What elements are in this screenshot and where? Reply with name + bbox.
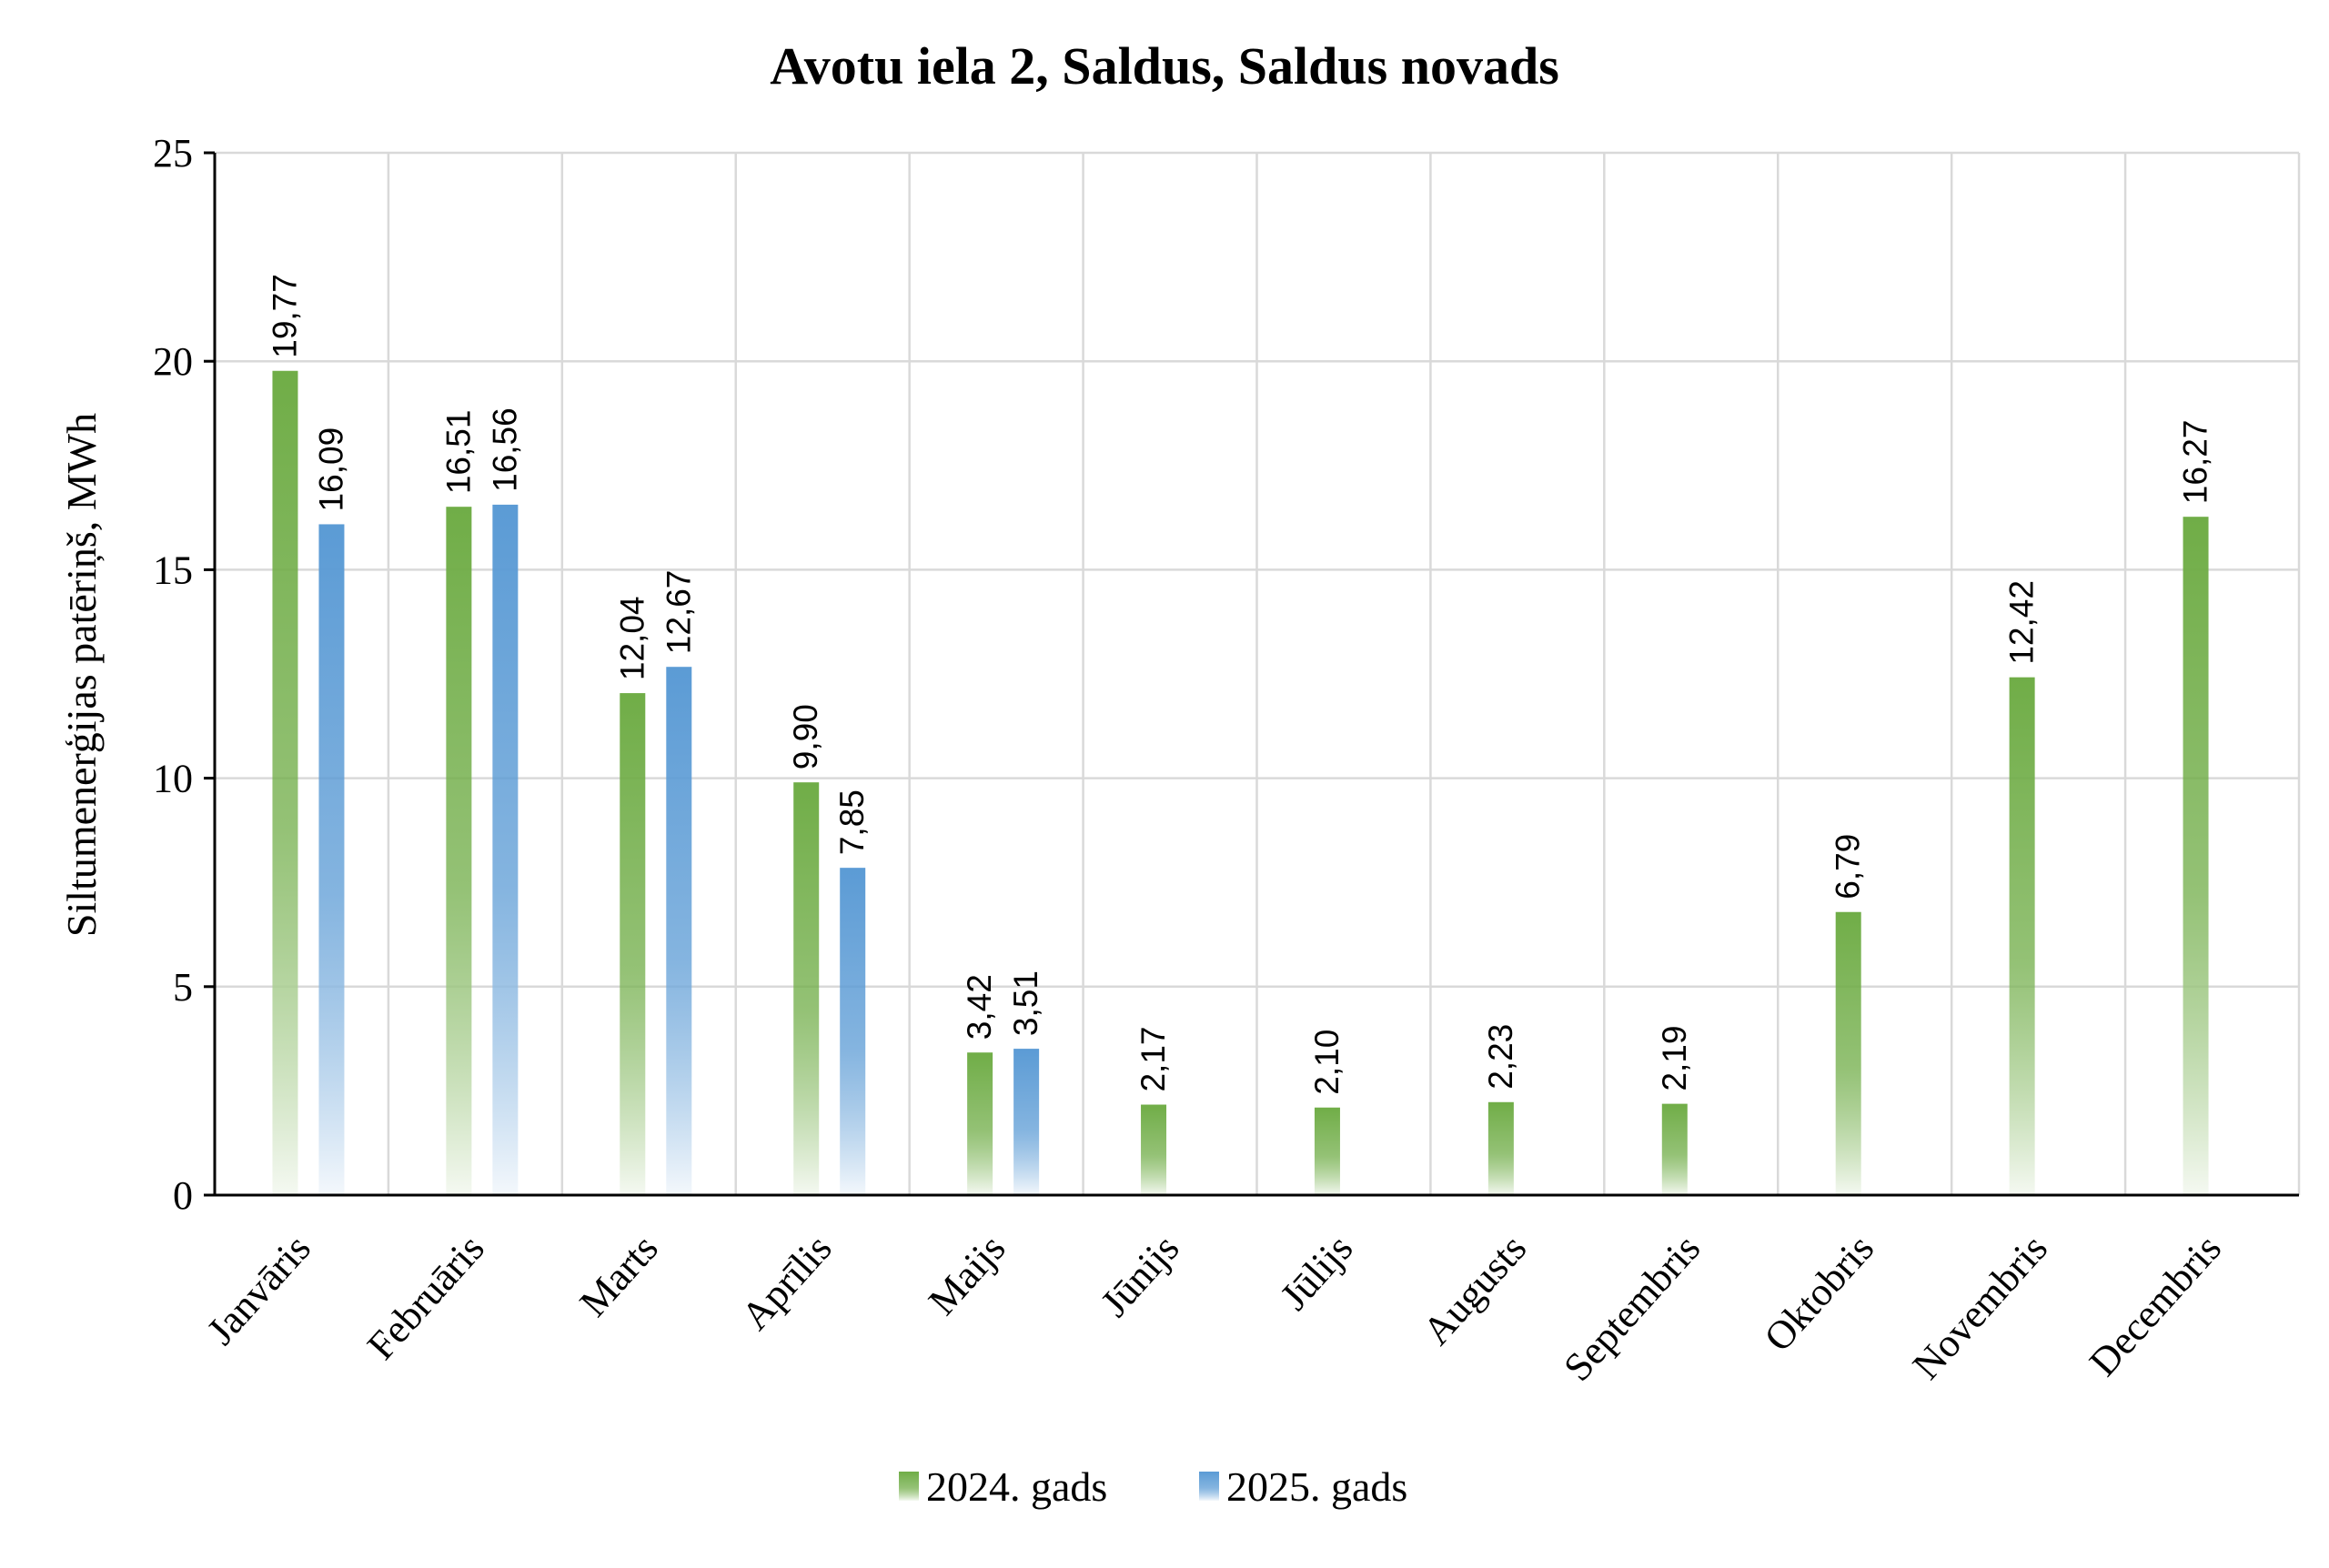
data-label-series0-5: 2,17: [1134, 1027, 1172, 1092]
y-tick-label-1: 5: [173, 965, 193, 1010]
data-labels-layer: 19,77 16,51 12,04 9,90 3,42 2,17 2,10 2,23 2,19 6…: [266, 274, 2213, 1095]
y-tick-label-3: 15: [153, 548, 193, 592]
y-tick-label-4: 20: [153, 339, 193, 384]
axes-layer: 0 5 10 15 20 25 Janvāris Februāris Marts Aprīlis M…: [153, 131, 2299, 1390]
bar-series0-9[interactable]: [1835, 911, 1861, 1195]
x-tick-label-7: Augusts: [1414, 1226, 1535, 1353]
y-tick-label-2: 10: [153, 757, 193, 801]
data-label-series0-4: 3,42: [961, 974, 998, 1040]
x-tick-label-6: Jūlijs: [1272, 1226, 1362, 1319]
legend-label-0: 2024. gads: [926, 1463, 1107, 1510]
y-axis-label: Siltumenerģijas patēriņš, MWh: [58, 413, 105, 937]
bar-series0-1[interactable]: [446, 507, 472, 1195]
data-label-series0-3: 9,90: [787, 704, 824, 769]
x-tick-label-8: Septembris: [1555, 1226, 1709, 1390]
data-label-series0-11: 16,27: [2177, 420, 2214, 505]
x-tick-label-5: Jūnijs: [1092, 1226, 1187, 1325]
bars-layer: [272, 370, 2209, 1196]
legend-swatch-0: [899, 1472, 919, 1501]
x-tick-label-1: Februāris: [358, 1226, 493, 1368]
data-label-series0-2: 12,04: [613, 596, 650, 680]
bar-series0-2[interactable]: [620, 693, 646, 1195]
bar-series0-10[interactable]: [2009, 677, 2035, 1195]
x-tick-label-0: Janvāris: [198, 1226, 319, 1353]
x-tick-label-11: Decembris: [2081, 1226, 2230, 1384]
x-tick-label-3: Aprīlis: [732, 1226, 840, 1339]
data-label-series0-7: 2,23: [1482, 1024, 1519, 1090]
bar-series1-3[interactable]: [840, 868, 866, 1195]
data-label-series0-9: 6,79: [1830, 834, 1867, 900]
data-label-series0-0: 19,77: [266, 274, 303, 358]
bar-series1-1[interactable]: [492, 504, 519, 1195]
bar-series1-0[interactable]: [318, 524, 345, 1195]
data-label-series1-4: 3,51: [1007, 970, 1044, 1036]
bar-series0-0[interactable]: [272, 370, 298, 1196]
x-tick-label-4: Maijs: [920, 1226, 1013, 1323]
legend-label-1: 2025. gads: [1226, 1463, 1407, 1510]
bar-series0-7[interactable]: [1487, 1101, 1514, 1195]
bar-series0-4[interactable]: [967, 1052, 993, 1195]
data-label-series0-6: 2,10: [1308, 1030, 1346, 1095]
bar-series0-11[interactable]: [2183, 517, 2209, 1195]
data-label-series1-1: 16,56: [486, 407, 523, 492]
data-label-series0-8: 2,19: [1656, 1026, 1693, 1091]
bar-series0-6[interactable]: [1314, 1107, 1340, 1195]
data-label-series0-10: 12,42: [2003, 580, 2041, 665]
data-label-series1-0: 16,09: [312, 427, 349, 512]
legend[interactable]: 2024. gads 2025. gads: [899, 1463, 1407, 1510]
y-tick-label-5: 25: [153, 131, 193, 176]
bar-series0-8[interactable]: [1661, 1103, 1688, 1195]
y-tick-label-0: 0: [173, 1173, 193, 1218]
bar-series0-5[interactable]: [1141, 1104, 1167, 1195]
x-tick-label-10: Novembris: [1904, 1226, 2056, 1388]
legend-swatch-1: [1199, 1472, 1219, 1501]
grid-layer: [215, 151, 2301, 1195]
data-label-series0-1: 16,51: [439, 410, 477, 495]
legend-item-1[interactable]: 2025. gads: [1199, 1463, 1407, 1510]
data-label-series1-3: 7,85: [833, 789, 871, 855]
x-tick-label-9: Oktobris: [1756, 1226, 1882, 1360]
x-tick-label-2: Marts: [571, 1226, 667, 1325]
bar-series0-3[interactable]: [793, 782, 820, 1195]
data-label-series1-2: 12,67: [660, 570, 697, 655]
bar-series1-4[interactable]: [1013, 1049, 1040, 1195]
bar-series1-2[interactable]: [666, 667, 692, 1195]
chart-title: Avotu iela 2, Saldus, Saldus novads: [770, 36, 1559, 95]
legend-item-0[interactable]: 2024. gads: [899, 1463, 1107, 1510]
